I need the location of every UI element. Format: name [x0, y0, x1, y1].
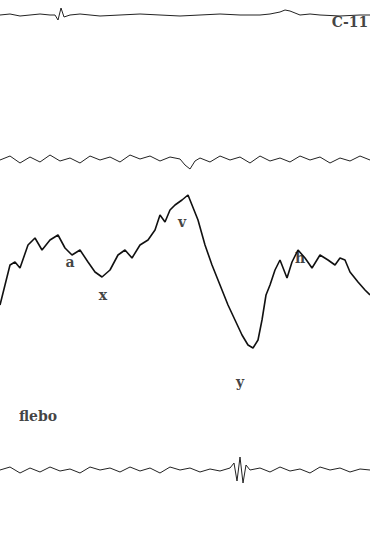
svg-text:x: x	[99, 287, 108, 303]
svg-text:a: a	[65, 254, 74, 270]
svg-text:C-11: C-11	[332, 14, 368, 30]
svg-text:h: h	[294, 250, 306, 266]
svg-text:y: y	[235, 374, 245, 390]
svg-text:flebo: flebo	[19, 408, 57, 424]
svg-text:v: v	[177, 214, 187, 230]
